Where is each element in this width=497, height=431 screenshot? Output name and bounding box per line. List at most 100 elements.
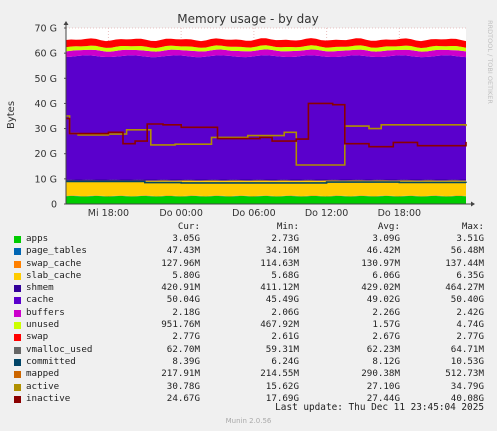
legend: Cur: Min: Avg: Max: apps 3.05G 2.73G 3.09G 3… [0, 221, 497, 405]
legend-row-apps: apps 3.05G 2.73G 3.09G 3.51G [0, 233, 497, 245]
legend-row-mapped: mapped 217.91M 214.55M 290.38M 512.73M [0, 368, 497, 380]
x-tick-label: Do 06:00 [232, 208, 276, 219]
legend-row-swap_cache: swap_cache 127.96M 114.63M 130.97M 137.44M [0, 258, 497, 270]
legend-cur: 951.76M [161, 319, 200, 331]
legend-cur: 62.70M [166, 343, 200, 355]
legend-row-page_tables: page_tables 47.43M 34.16M 46.42M 56.48M [0, 245, 497, 257]
y-tick-label: 10 G [35, 174, 57, 185]
legend-min: 15.62G [265, 380, 299, 392]
legend-label: buffers [26, 306, 65, 318]
legend-cur: 2.18G [172, 306, 200, 318]
legend-row-unused: unused 951.76M 467.92M 1.57G 4.74G [0, 319, 497, 331]
area-unused [66, 45, 466, 52]
legend-max: 3.51G [456, 233, 484, 244]
legend-swatch [14, 248, 21, 256]
legend-min: 114.63M [260, 257, 299, 269]
legend-max: 464.27M [445, 282, 484, 294]
axes: 0 10 G 20 G 30 G 40 G 50 G 60 G 70 G Mi 18:00 Do … [35, 21, 475, 219]
line-committed [66, 180, 467, 184]
legend-min: 2.73G [271, 233, 299, 244]
legend-cur: 47.43M [166, 245, 200, 257]
legend-cur: 420.91M [161, 282, 200, 294]
legend-swatch [14, 371, 21, 379]
legend-avg: 27.10G [366, 380, 400, 392]
area-page_tables [66, 195, 466, 197]
line-active [66, 115, 467, 166]
line-series [66, 102, 467, 184]
legend-label: cache [26, 294, 54, 306]
legend-row-slab_cache: slab_cache 5.80G 5.68G 6.06G 6.35G [0, 270, 497, 282]
legend-header-avg: Avg: [377, 221, 400, 232]
legend-swatch [14, 322, 21, 330]
legend-header-cur: Cur: [177, 221, 200, 232]
legend-max: 40.08G [450, 392, 484, 404]
legend-max: 512.73M [445, 368, 484, 380]
legend-row-committed: committed 8.39G 6.24G 8.12G 10.53G [0, 356, 497, 368]
legend-avg: 49.02G [366, 294, 400, 306]
legend-swatch [14, 260, 21, 268]
legend-cur: 50.04G [166, 294, 200, 306]
legend-min: 411.12M [260, 282, 299, 294]
legend-swatch [14, 383, 21, 391]
legend-swatch [14, 346, 21, 354]
legend-swatch [14, 297, 21, 305]
line-inactive [66, 102, 467, 148]
rrdtool-watermark: RRDTOOL / TOBI OETIKER [486, 20, 494, 104]
legend-max: 56.48M [450, 245, 484, 257]
legend-label: unused [26, 319, 60, 331]
chart-title: Memory usage - by day [177, 12, 318, 26]
legend-max: 64.71M [450, 343, 484, 355]
legend-row-buffers: buffers 2.18G 2.06G 2.26G 2.42G [0, 307, 497, 319]
legend-avg: 8.12G [372, 355, 400, 367]
stacked-areas [66, 38, 466, 204]
memory-chart: Memory usage - by day Bytes RRDTOOL / TO… [6, 12, 494, 219]
legend-label: apps [26, 233, 49, 244]
legend-label: shmem [26, 282, 54, 294]
legend-max: 2.42G [456, 306, 484, 318]
x-axis-arrow [471, 201, 475, 207]
legend-cur: 5.80G [172, 269, 200, 281]
legend-label: swap_cache [26, 257, 82, 269]
legend-min: 5.68G [271, 269, 299, 281]
area-buffers [66, 49, 466, 58]
area-swap_cache [66, 195, 466, 197]
area-apps [66, 195, 466, 204]
legend-avg: 2.26G [372, 306, 400, 318]
y-tick-label: 30 G [35, 124, 57, 135]
legend-label: committed [26, 355, 76, 367]
legend-label: inactive [26, 392, 71, 404]
y-tick-label: 50 G [35, 74, 57, 85]
y-tick-label: 70 G [35, 24, 57, 35]
legend-avg: 46.42M [366, 245, 400, 257]
legend-label: active [26, 380, 60, 392]
area-swap [66, 38, 466, 48]
legend-avg: 130.97M [361, 257, 400, 269]
legend-row-cache: cache 50.04G 45.49G 49.02G 50.40G [0, 294, 497, 306]
legend-max: 34.79G [450, 380, 484, 392]
area-shmem [66, 179, 466, 181]
x-tick-label: Do 12:00 [305, 208, 349, 219]
y-axis-label: Bytes [6, 101, 17, 129]
y-tick-label: 0 [51, 200, 57, 211]
legend-row-swap: swap 2.77G 2.61G 2.67G 2.77G [0, 331, 497, 343]
x-tick-label: Do 18:00 [378, 208, 422, 219]
legend-label: mapped [26, 368, 60, 380]
legend-max: 137.44M [445, 257, 484, 269]
legend-label: page_tables [26, 245, 87, 257]
legend-swatch [14, 358, 21, 366]
legend-min: 34.16M [265, 245, 299, 257]
legend-max: 4.74G [456, 319, 484, 331]
legend-swatch [14, 309, 21, 317]
legend-label: vmalloc_used [26, 343, 93, 355]
legend-max: 2.77G [456, 331, 484, 343]
y-tick-label: 20 G [35, 149, 57, 160]
legend-avg: 2.67G [372, 331, 400, 343]
legend-swatch [14, 236, 21, 243]
legend-max: 10.53G [450, 355, 484, 367]
legend-swatch [14, 285, 21, 293]
legend-cur: 30.78G [166, 380, 200, 392]
x-tick-label: Mi 18:00 [88, 208, 129, 219]
area-slab_cache [66, 180, 466, 197]
legend-min: 214.55M [260, 368, 299, 380]
legend-cur: 8.39G [172, 355, 200, 367]
